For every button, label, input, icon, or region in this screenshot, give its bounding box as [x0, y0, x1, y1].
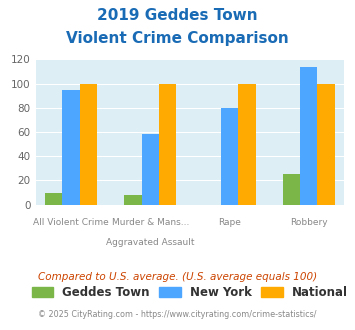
Legend: Geddes Town, New York, National: Geddes Town, New York, National [32, 286, 348, 299]
Text: Compared to U.S. average. (U.S. average equals 100): Compared to U.S. average. (U.S. average … [38, 272, 317, 282]
Text: Aggravated Assault: Aggravated Assault [106, 238, 195, 247]
Bar [159, 83, 176, 205]
Bar [283, 174, 300, 205]
Bar [238, 83, 256, 205]
Text: Violent Crime Comparison: Violent Crime Comparison [66, 31, 289, 46]
Bar [62, 90, 80, 205]
Text: Rape: Rape [218, 218, 241, 227]
Bar [45, 192, 62, 205]
Bar [300, 67, 317, 205]
Bar [80, 83, 97, 205]
Text: All Violent Crime: All Violent Crime [33, 218, 109, 227]
Bar [317, 83, 335, 205]
Text: 2019 Geddes Town: 2019 Geddes Town [97, 8, 258, 23]
Text: Murder & Mans...: Murder & Mans... [111, 218, 189, 227]
Bar [124, 195, 142, 205]
Bar [142, 134, 159, 205]
Bar [221, 108, 238, 205]
Text: © 2025 CityRating.com - https://www.cityrating.com/crime-statistics/: © 2025 CityRating.com - https://www.city… [38, 310, 317, 319]
Text: Robbery: Robbery [290, 218, 328, 227]
